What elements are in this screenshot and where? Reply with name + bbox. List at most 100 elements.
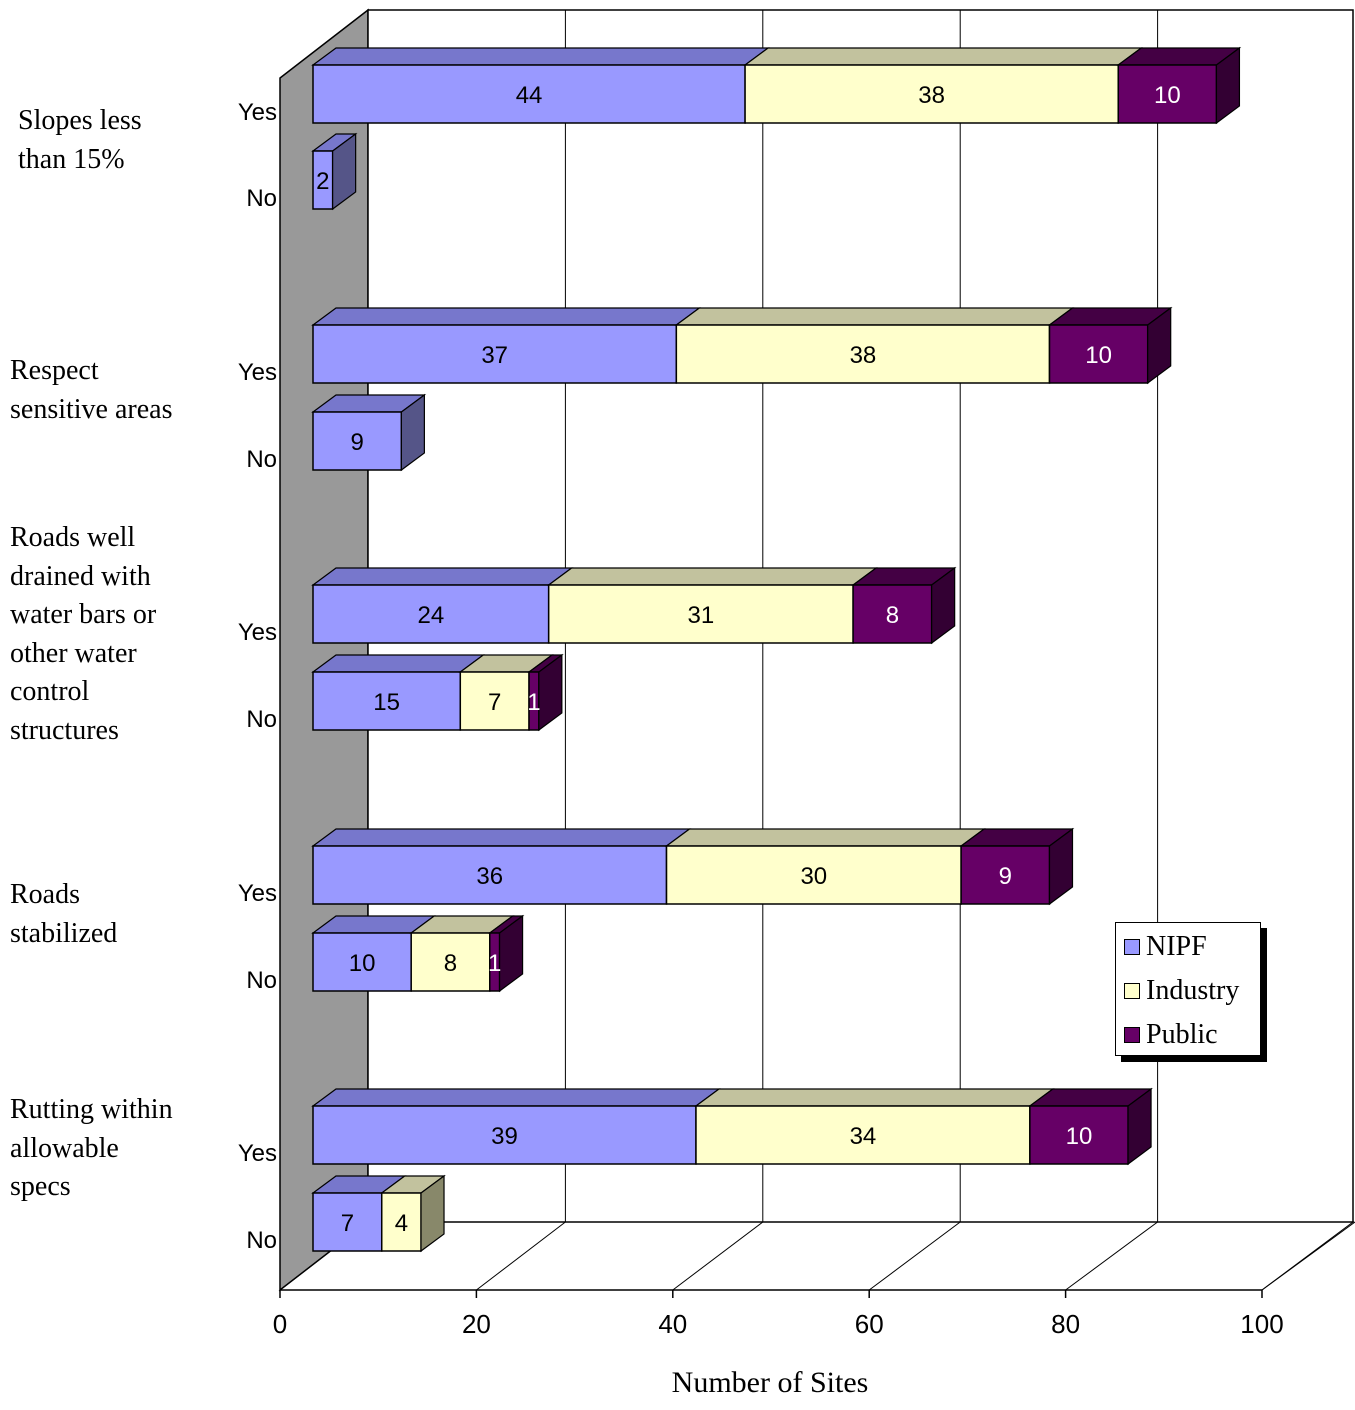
bar-g2-no-nipf-label: 15 [373,689,400,716]
bar-g2-no-public-label: 1 [527,689,540,716]
bar-label-g0-no: No [246,185,277,212]
bar-g1-yes-nipf-label: 37 [481,342,508,369]
group-label-2: Roads well drained with water bars or ot… [10,522,157,746]
bar-g3-yes-industry-top [664,828,986,847]
bar-g0-yes-nipf [312,64,746,124]
bar-g3-no-public-side [498,914,524,993]
legend-item-nipf: NIPF [1124,931,1207,963]
gridline-floor-40 [672,1221,764,1291]
legend-label-public: Public [1146,1019,1218,1050]
bar-g1-yes-nipf [312,324,678,384]
bar-label-g1-no: No [246,446,277,473]
x-tick-label-40: 40 [658,1309,687,1339]
bar-label-g1-yes: Yes [238,359,277,386]
bar-g3-no-industry-label: 8 [444,950,457,977]
bar-g4-yes-nipf-top [311,1088,721,1107]
bar-g0-yes-public [1117,64,1218,124]
bar-g1-yes-industry-top [674,307,1075,326]
bar-g2-yes-industry [547,584,854,644]
bar-g3-yes-nipf [312,845,668,905]
gridline-floor-60 [868,1221,961,1291]
bar-g0-no-nipf-side [332,132,357,211]
x-tick-label-20: 20 [462,1309,491,1339]
bar-g1-no-nipf [312,411,403,471]
bar-label-g2-no: No [246,706,277,733]
legend-swatch-nipf [1124,939,1140,955]
bar-g4-yes-industry [695,1105,1031,1165]
bar-label-g4-no: No [246,1227,277,1254]
bar-g3-yes-public-label: 9 [999,863,1012,890]
x-axis-title: Number of Sites [672,1366,869,1399]
group-label-0: Slopes less than 15% [18,105,142,175]
bar-g2-yes-public-label: 8 [886,602,899,629]
bar-g0-yes-industry-label: 38 [918,82,945,109]
bar-g1-yes-industry-label: 38 [850,342,877,369]
group-label-4: Rutting within allowable specs [10,1094,173,1202]
bar-g3-yes-nipf-top [311,828,692,847]
bar-g4-yes-public-label: 10 [1066,1123,1093,1150]
bar-g0-yes-public-label: 10 [1154,82,1181,109]
bar-g2-no-industry [459,671,530,731]
bar-g3-yes-nipf-label: 36 [476,863,503,890]
bar-g0-yes-nipf-top [311,47,770,66]
bar-g2-yes-public [852,584,933,644]
bar-g3-yes-industry [665,845,962,905]
bar-g2-yes-public-side [931,566,956,645]
bar-g0-yes-public-side [1215,46,1241,125]
bar-g3-yes-industry-label: 30 [800,863,827,890]
bar-g4-yes-industry-label: 34 [850,1123,877,1150]
bar-g2-yes-industry-top [546,567,878,586]
legend-label-nipf: NIPF [1146,931,1207,962]
bar-g4-no-industry-side [420,1174,445,1253]
group-label-3: Roads stabilized [10,879,118,949]
bar-g4-no-nipf-label: 7 [341,1210,354,1237]
bar-label-g0-yes: Yes [238,99,277,126]
legend-label-industry: Industry [1146,975,1240,1006]
bar-g4-yes-nipf [312,1105,697,1165]
bar-g2-yes-nipf-top [311,567,574,586]
legend-swatch-industry [1124,983,1140,999]
bar-label-g4-yes: Yes [238,1140,277,1167]
bar-g2-no-public-side [538,653,563,732]
bar-g2-no-nipf-top [311,654,486,673]
bar-g1-yes-nipf-top [311,307,702,326]
x-tick-label-100: 100 [1240,1309,1283,1339]
bar-g4-yes-public [1029,1105,1129,1165]
bar-g0-yes-industry-top [743,47,1144,66]
bar-g0-yes-industry [744,64,1119,124]
group-label-1: Respect sensitive areas [10,355,173,425]
bar-g1-yes-public-side [1147,306,1172,385]
bar-g1-yes-public [1048,324,1149,384]
bar-label-g2-yes: Yes [238,619,277,646]
legend-swatch-public [1124,1027,1140,1043]
bar-label-g3-no: No [246,967,277,994]
bar-g3-yes-public [960,845,1051,905]
bar-g3-yes-public-side [1048,827,1074,906]
bar-g0-no-nipf-label: 2 [316,168,329,195]
bar-g3-no-nipf-label: 10 [349,950,376,977]
bar-g2-yes-industry-label: 31 [688,602,715,629]
bar-g1-no-nipf-side [400,393,425,472]
gridline-floor-80 [1065,1221,1158,1291]
bar-g4-yes-public-side [1127,1087,1152,1166]
bar-g1-no-nipf-label: 9 [351,429,364,456]
x-tick-label-80: 80 [1051,1309,1080,1339]
bar-g2-no-industry-label: 7 [488,689,501,716]
x-tick-label-0: 0 [273,1309,287,1339]
legend-item-industry: Industry [1124,975,1239,1007]
bar-g4-yes-nipf-label: 39 [491,1123,518,1150]
bar-g1-yes-industry [675,324,1051,384]
bar-g0-yes-nipf-label: 44 [516,82,543,109]
bar-label-g3-yes: Yes [238,880,277,907]
bar-g1-yes-public-label: 10 [1085,342,1112,369]
bar-g2-yes-nipf-label: 24 [417,602,444,629]
bar-g4-yes-industry-top [694,1088,1055,1107]
gridline-floor-20 [476,1221,566,1291]
bar-g3-no-public-label: 1 [488,950,501,977]
x-tick-label-60: 60 [855,1309,884,1339]
legend-item-public: Public [1124,1019,1218,1051]
bar-g4-no-industry-label: 4 [395,1210,408,1237]
bar-g3-no-nipf [312,932,412,992]
legend: NIPF Industry Public [1115,922,1261,1056]
